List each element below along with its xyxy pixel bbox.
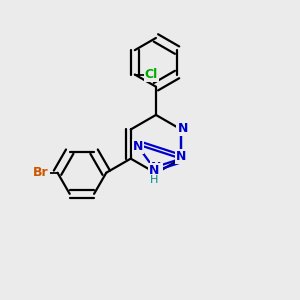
Text: N: N	[149, 164, 160, 177]
Text: H: H	[150, 175, 159, 185]
Text: N: N	[151, 161, 162, 174]
Text: N: N	[133, 140, 143, 153]
Text: Br: Br	[33, 166, 49, 179]
Text: Cl: Cl	[145, 68, 158, 81]
Text: N: N	[178, 122, 188, 134]
Text: N: N	[176, 150, 186, 163]
